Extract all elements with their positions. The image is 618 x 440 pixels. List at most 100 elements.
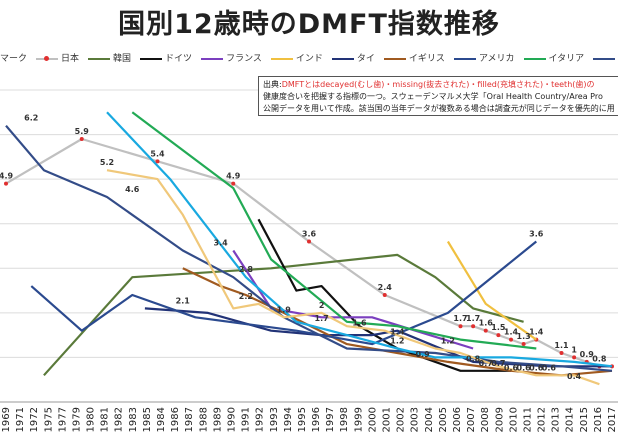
x-tick-label: 1989 [212,407,223,432]
data-label: 4.9 [0,172,14,181]
data-label: 3.4 [214,238,229,247]
note-prefix: 出典: [263,80,282,89]
legend-label: イギリス [408,54,445,64]
data-label: 0.8 [466,354,481,363]
x-tick-label: 1990 [226,407,237,432]
data-label: 1.9 [277,305,292,314]
series-line-タイ [144,307,612,368]
x-tick-label: 2016 [593,407,604,432]
x-tick-label: 1982 [114,407,125,432]
legend-item: イギリス [383,51,445,64]
x-tick-label: 2010 [508,407,519,432]
legend-item: スウェーデン [593,51,618,64]
x-tick-label: 1988 [198,407,209,432]
x-tick-label: 2012 [537,407,548,432]
legend-label: マーク [0,54,28,64]
data-label: 6.2 [24,114,38,123]
data-label: 0.6 [529,363,544,372]
data-label: 5.9 [75,127,90,136]
x-tick-label: 1997 [325,407,336,432]
legend-label: ドイツ [165,54,193,64]
series-line-イタリア [131,111,537,350]
data-label: 5.2 [100,158,114,167]
data-point [79,137,84,142]
x-tick-label: 2001 [382,407,393,432]
data-label: 2.2 [239,292,253,301]
data-point [4,181,8,186]
legend-item: インド [270,51,323,64]
x-tick-label: 1969 [1,407,12,432]
legend-swatch [88,57,111,60]
data-point [231,181,236,186]
data-label: 0.9 [416,350,431,359]
data-point [496,333,501,338]
series-line-アメリカ [30,240,537,346]
data-label: 0.7 [479,359,493,368]
series-line-韓国 [43,253,524,377]
x-tick-label: 2011 [522,407,533,432]
data-label: 2.4 [378,283,393,292]
legend-item: 韓国 [88,51,131,64]
legend-label: フランス [226,54,262,64]
x-tick-label: 2015 [579,407,590,432]
x-tick-label: 2008 [480,407,491,432]
data-label: 3.6 [529,230,544,239]
x-tick-label: 1994 [283,407,294,432]
data-label: 0.4 [567,372,582,381]
data-label: 1.4 [504,328,519,337]
legend-item: ドイツ [140,51,192,64]
x-tick-label: 2000 [367,407,378,432]
data-point [509,337,513,342]
chart-title: 国別12歳時のDMFT指数推移 [118,9,500,40]
data-label: 1 [571,345,577,354]
data-label: 0.6 [504,363,519,372]
x-tick-label: 1995 [297,407,308,432]
legend-label: イタリア [548,54,585,64]
x-tick-label: 1981 [100,407,111,432]
legend-label: アメリカ [478,54,515,64]
x-tick-label: 1987 [184,407,195,432]
x-tick-label: 1993 [269,407,280,432]
legend-label: 日本 [61,54,80,64]
data-label: 4.9 [226,172,241,181]
note-definition: DMFTとはdecayed(むし歯)・missing(抜去された)・filled… [281,80,595,89]
x-tick-label: 1972 [29,407,40,432]
data-label: 1.3 [517,332,531,341]
data-label: 1.7 [453,314,467,323]
data-point [382,293,387,298]
data-label: 5.4 [150,149,165,158]
data-label: 1.7 [315,314,329,323]
series-line-フィ [106,111,613,368]
x-tick-label: 1991 [241,407,252,432]
data-label: 1.6 [352,319,367,328]
x-tick-label: 1985 [142,407,153,432]
x-tick-label: 2003 [410,407,421,432]
x-tick-label: 1977 [57,407,68,432]
legend-item: マーク [0,51,27,64]
note-line-1: 出典:DMFTとはdecayed(むし歯)・missing(抜去された)・fil… [263,79,614,91]
note-line-3: 公開データを用いて作成。該当国の当年データが複数ある場合は調査元が同じデータを優… [263,104,615,113]
data-label: 1.5 [491,323,506,332]
x-tick-label: 2013 [551,407,562,432]
data-point [483,328,488,333]
legend-swatch [383,57,406,60]
note-line-2: 健康度合いを把握する指標の一つ。スウェーデンマルメ大学「Oral Health … [263,92,603,101]
x-tick-label: 2009 [494,407,505,432]
legend-swatch [201,57,224,60]
data-point [572,355,577,360]
data-point [307,239,311,244]
x-tick-label: 1983 [128,407,139,432]
series-line-インド [446,240,537,341]
x-tick-label: 2002 [396,407,407,432]
x-tick-label: 1979 [71,407,82,432]
data-label: 4.6 [125,185,140,194]
x-tick-label: 2017 [607,407,618,432]
data-label: 1.1 [554,341,569,350]
data-point [559,350,564,355]
legend-item: アメリカ [453,51,515,64]
data-label: 1.4 [529,328,544,337]
legend-item: タイ [331,51,375,64]
x-tick-label: 1996 [311,407,322,432]
legend-item: イタリア [523,51,585,64]
data-point [521,342,526,347]
